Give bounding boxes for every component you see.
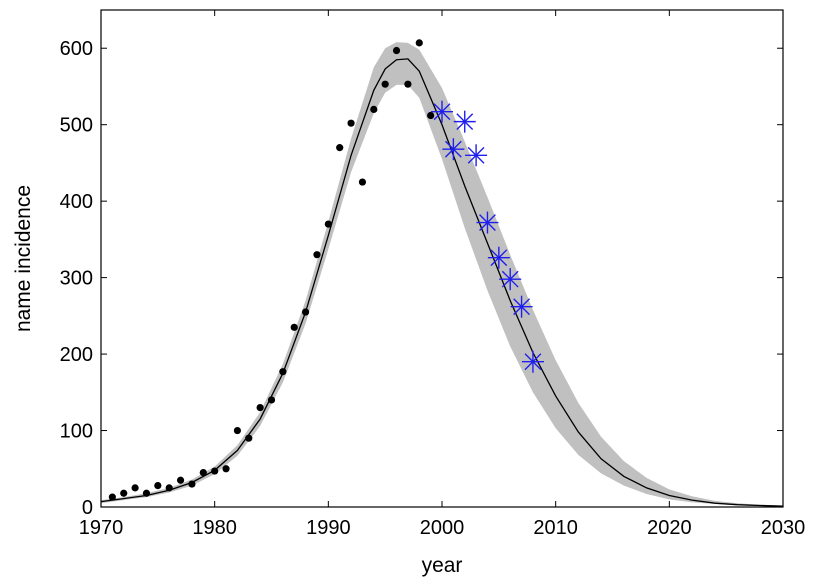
observed-point xyxy=(120,489,128,497)
observed-point xyxy=(336,144,344,152)
observed-point xyxy=(211,467,219,475)
y-axis-label: name incidence xyxy=(12,185,35,332)
observed-point xyxy=(188,480,196,488)
observed-point xyxy=(302,308,310,316)
y-tick-label: 100 xyxy=(60,421,93,443)
observed-point xyxy=(358,178,367,186)
model-line xyxy=(100,58,784,507)
confidence-band xyxy=(101,42,783,507)
recent-point xyxy=(465,144,488,167)
x-tick-labels: 1970 1980 1990 2000 2010 2020 2030 xyxy=(79,517,806,539)
observed-point xyxy=(108,493,116,501)
observed-point xyxy=(131,484,139,492)
observed-point xyxy=(199,468,207,477)
observed-point xyxy=(290,323,298,331)
observed-point xyxy=(267,396,276,404)
x-tick-label: 1980 xyxy=(192,517,237,539)
observed-point xyxy=(370,105,378,113)
observed-point xyxy=(347,119,355,127)
y-tick-label: 500 xyxy=(60,115,93,137)
observed-point xyxy=(313,251,321,259)
y-tick-label: 600 xyxy=(60,38,93,60)
recent-point xyxy=(476,211,499,234)
recent-point xyxy=(499,268,522,291)
observed-point xyxy=(279,368,287,376)
observed-point xyxy=(427,111,435,120)
y-tick-label: 300 xyxy=(60,268,93,290)
plot-frame xyxy=(100,9,784,508)
recent-point xyxy=(510,295,533,318)
y-tick-label: 400 xyxy=(60,191,93,213)
observed-point xyxy=(324,220,332,228)
axis-ticks xyxy=(100,10,784,508)
observed-point xyxy=(245,434,253,442)
x-axis-label: year xyxy=(422,554,463,577)
observed-point xyxy=(222,465,230,473)
recent-point xyxy=(431,100,453,123)
observed-points-layer xyxy=(108,39,435,501)
recent-points-layer xyxy=(431,100,544,373)
recent-point xyxy=(453,110,476,133)
x-tick-label: 2020 xyxy=(647,517,692,539)
observed-point xyxy=(176,476,185,484)
recent-point xyxy=(487,246,510,269)
recent-point xyxy=(521,350,544,373)
observed-point xyxy=(256,404,264,412)
x-tick-label: 1990 xyxy=(306,517,351,539)
observed-point xyxy=(415,39,423,47)
observed-point xyxy=(165,484,173,492)
y-tick-label: 200 xyxy=(60,344,93,366)
x-tick-label: 2010 xyxy=(533,517,578,539)
observed-point xyxy=(404,80,412,88)
y-tick-labels: 0 100 200 300 400 500 600 xyxy=(60,38,93,519)
observed-point xyxy=(381,80,389,88)
y-tick-label: 0 xyxy=(82,497,93,519)
observed-point xyxy=(392,46,401,55)
x-tick-label: 2000 xyxy=(420,517,465,539)
confidence-band-layer xyxy=(101,42,783,507)
observed-point xyxy=(142,489,151,497)
recent-point xyxy=(442,138,465,161)
observed-point xyxy=(154,481,162,490)
x-tick-label: 2030 xyxy=(761,517,806,539)
model-line-layer xyxy=(100,58,784,507)
observed-point xyxy=(233,426,241,435)
x-tick-label: 1970 xyxy=(79,517,124,539)
